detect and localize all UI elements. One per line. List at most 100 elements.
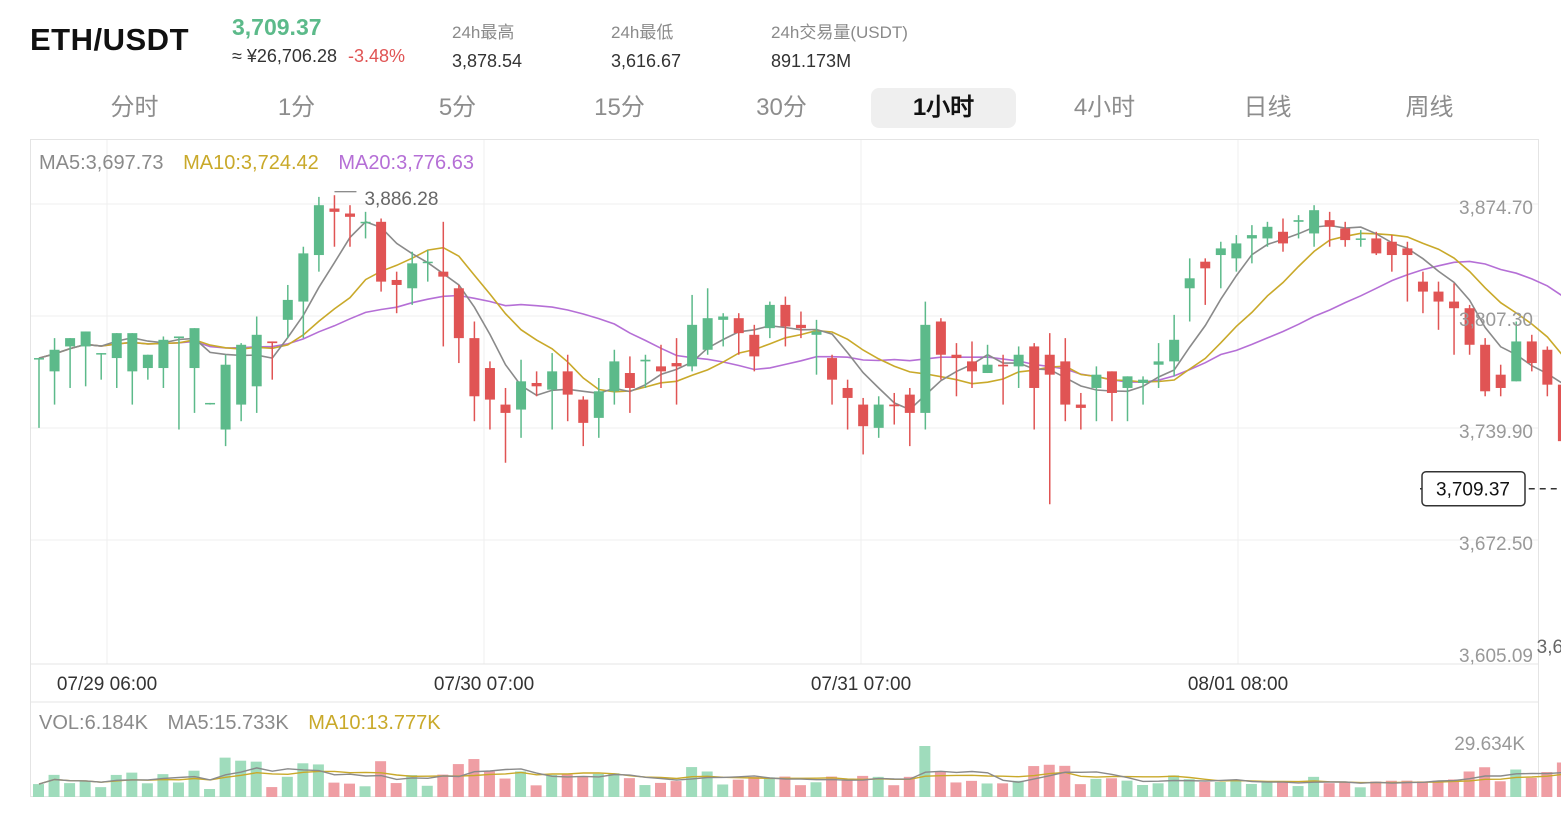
high-marker-label: 3,886.28 bbox=[364, 189, 438, 210]
volume-bar bbox=[546, 774, 558, 797]
volume-bar bbox=[1090, 778, 1102, 797]
volume-bar bbox=[499, 778, 511, 797]
volume-bar bbox=[250, 761, 262, 797]
candle-body bbox=[935, 321, 946, 355]
volume-bar bbox=[1432, 780, 1444, 797]
candle-body bbox=[764, 304, 775, 329]
volume-bar bbox=[1308, 776, 1320, 797]
volume-bar bbox=[1152, 783, 1164, 797]
volume-bar bbox=[997, 783, 1009, 797]
candle-body bbox=[967, 361, 977, 372]
volume-bar bbox=[1416, 781, 1428, 797]
volume-bar bbox=[810, 782, 822, 797]
volume-bar bbox=[966, 780, 977, 797]
candle-body bbox=[1526, 341, 1537, 364]
y-tick-label: 3,807.30 bbox=[1459, 310, 1533, 331]
volume-bar bbox=[235, 760, 247, 797]
volume-bar bbox=[328, 782, 340, 797]
volume-bar bbox=[452, 764, 464, 797]
candle-body bbox=[1511, 341, 1522, 382]
volume-bar bbox=[421, 785, 433, 797]
volume-bar bbox=[1292, 786, 1304, 797]
candle-body bbox=[205, 402, 216, 405]
candle-body bbox=[173, 336, 184, 339]
volume-bar bbox=[1074, 784, 1086, 797]
candle-body bbox=[640, 359, 651, 362]
volume-bar bbox=[1541, 772, 1553, 797]
candle-body bbox=[1449, 301, 1460, 309]
volume-bar bbox=[281, 776, 293, 797]
volume-bar bbox=[919, 746, 931, 797]
candle-body bbox=[1480, 344, 1491, 392]
candle-body bbox=[609, 361, 620, 392]
vol-ma5-line bbox=[38, 767, 1561, 785]
candle-body bbox=[1138, 379, 1149, 383]
ma20-label: MA20:3,776.63 bbox=[338, 152, 474, 174]
candle-body bbox=[1200, 261, 1211, 269]
volume-bar bbox=[934, 771, 946, 797]
volume-bar bbox=[1043, 764, 1055, 797]
volume-bar bbox=[141, 783, 153, 797]
ma5-line bbox=[38, 220, 1561, 411]
candle-body bbox=[453, 288, 464, 339]
volume-bar bbox=[1214, 781, 1226, 797]
candle-body bbox=[811, 331, 822, 335]
candle-body bbox=[1184, 278, 1195, 289]
volume-bar bbox=[577, 776, 589, 797]
volume-bar bbox=[79, 781, 91, 797]
volume-bar bbox=[1323, 783, 1335, 797]
volume-bar bbox=[903, 776, 915, 797]
ma10-line bbox=[38, 232, 1561, 393]
candle-body bbox=[842, 387, 853, 398]
volume-bar bbox=[748, 776, 760, 797]
volume-bar bbox=[1510, 769, 1522, 797]
stat-low-label: 24h最低 bbox=[611, 23, 674, 42]
candle-body bbox=[1153, 361, 1164, 365]
x-tick-label: 08/01 08:00 bbox=[1188, 674, 1288, 695]
tab-30m[interactable]: 30分 bbox=[756, 94, 807, 121]
volume-bar bbox=[857, 775, 869, 797]
tab-1d[interactable]: 日线 bbox=[1243, 94, 1292, 121]
volume-bar bbox=[1479, 767, 1491, 797]
candle-body bbox=[142, 354, 153, 369]
tab-15m[interactable]: 15分 bbox=[594, 94, 645, 121]
tab-4h[interactable]: 4小时 bbox=[1073, 94, 1136, 121]
current-price-label: 3,709.37 bbox=[1436, 480, 1510, 501]
low-marker-label: 3,616.67 bbox=[1537, 637, 1561, 658]
axis-labels: 3,874.70 3,807.30 3,739.90 3,672.50 3,605.09… bbox=[57, 189, 1561, 755]
candle-body bbox=[34, 358, 44, 360]
tab-1h[interactable]: 1小时 bbox=[871, 88, 1016, 128]
volume-bar bbox=[172, 782, 184, 797]
price-sub: ≈ ¥26,706.28 -3.48% bbox=[232, 46, 405, 67]
tab-1w[interactable]: 周线 bbox=[1405, 94, 1454, 121]
candle-body bbox=[547, 371, 558, 390]
ma-legend: MA5:3,697.73 MA10:3,724.42 MA20:3,776.63 bbox=[39, 152, 488, 175]
volume-bar bbox=[1183, 779, 1195, 797]
volume-bar bbox=[1168, 775, 1180, 797]
candle-body bbox=[1464, 308, 1475, 345]
stat-volume-label: 24h交易量(USDT) bbox=[771, 23, 908, 42]
interval-tabs: 分时 1分 5分 15分 30分 1小时 4小时 日线 周线 bbox=[30, 88, 1540, 128]
candle-body bbox=[484, 368, 495, 400]
candle-body bbox=[1340, 228, 1351, 241]
current-price-badge bbox=[1421, 470, 1526, 507]
volume-bar bbox=[483, 771, 495, 797]
candle-body bbox=[360, 221, 371, 224]
stat-low: 24h最低 3,616.67 bbox=[611, 18, 681, 72]
candle-body bbox=[422, 261, 433, 264]
tab-1m[interactable]: 1分 bbox=[277, 94, 316, 121]
tab-5m[interactable]: 5分 bbox=[438, 94, 477, 121]
tab-timeline[interactable]: 分时 bbox=[110, 94, 159, 121]
candle-body bbox=[438, 271, 449, 277]
volume-bar bbox=[561, 774, 573, 797]
x-tick-label: 07/30 07:00 bbox=[434, 674, 534, 695]
candle-body bbox=[904, 394, 915, 413]
candle-body bbox=[80, 331, 91, 347]
candle-body bbox=[827, 358, 838, 380]
candle-body bbox=[889, 404, 900, 407]
candle-body bbox=[282, 299, 293, 320]
volume-bar bbox=[1525, 777, 1537, 797]
candle-body bbox=[1324, 220, 1335, 227]
candle-body bbox=[65, 338, 76, 347]
